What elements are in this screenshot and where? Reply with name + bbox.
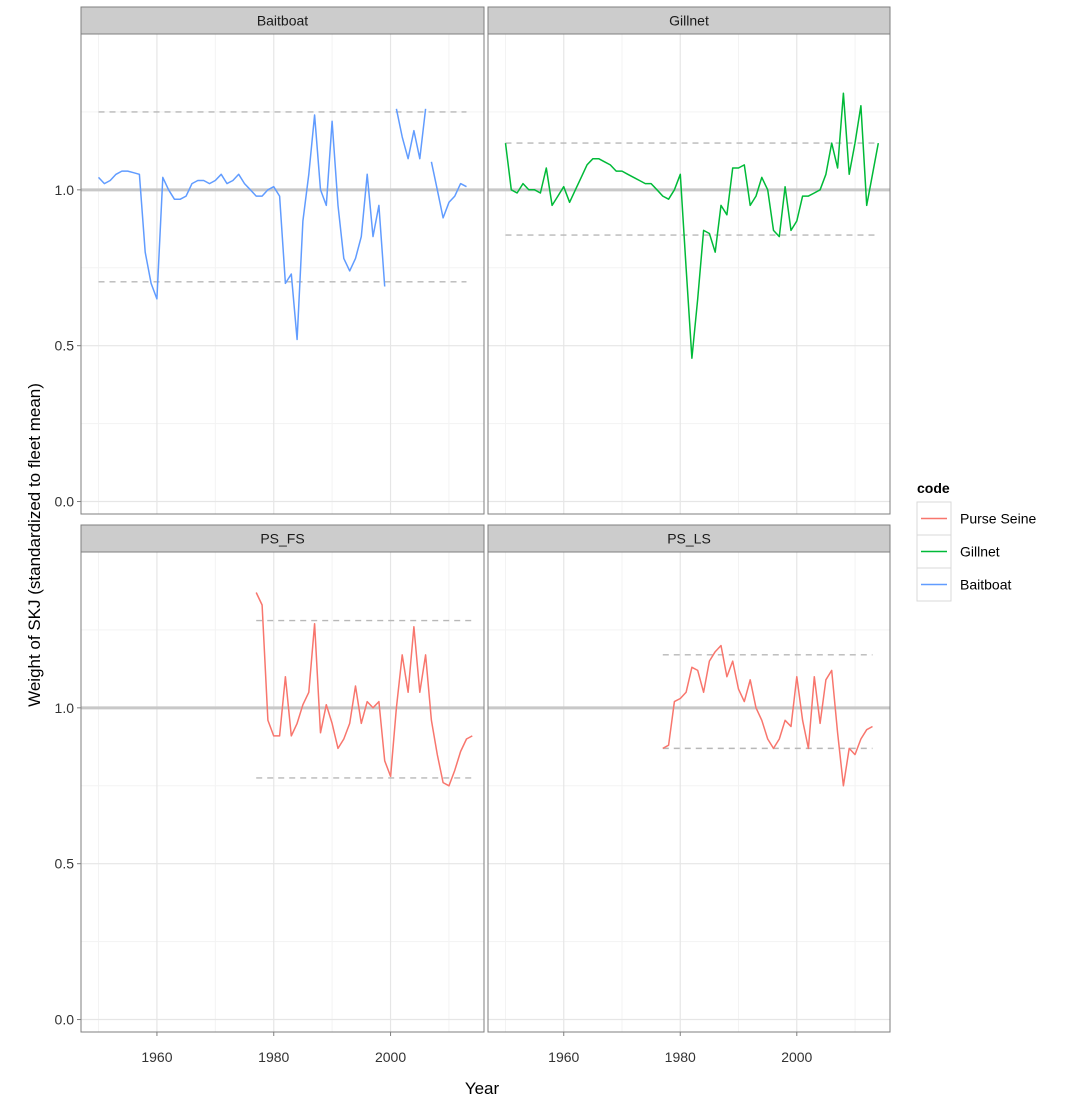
series-line-gillnet [504, 92, 880, 359]
plot-background [81, 34, 484, 514]
y-tick-label: 1.0 [55, 700, 75, 716]
series-line-baitboat [97, 114, 386, 341]
x-axis-title: Year [465, 1079, 500, 1098]
x-tick-label: 2000 [781, 1049, 812, 1065]
panel-title: Gillnet [669, 13, 709, 29]
minor-gridlines [81, 34, 484, 514]
series-line-ps-fs [255, 592, 473, 787]
legend-label: Baitboat [960, 577, 1011, 593]
panel-border [80, 33, 485, 515]
y-tick-label: 0.5 [55, 338, 75, 354]
panel-title: PS_FS [260, 531, 304, 547]
x-tick-label: 1980 [665, 1049, 696, 1065]
legend-label: Gillnet [960, 544, 1000, 560]
x-tick-label: 1980 [258, 1049, 289, 1065]
panel-border [80, 551, 485, 1033]
major-gridlines [81, 34, 484, 514]
plot-background [81, 552, 484, 1032]
panel-ps-fs: PS_FS [80, 524, 485, 1033]
x-tick-label: 1960 [548, 1049, 579, 1065]
y-tick-label: 1.0 [55, 182, 75, 198]
plot-background [488, 34, 890, 514]
panel-title: Baitboat [257, 13, 308, 29]
panel-baitboat: Baitboat [80, 6, 485, 515]
x-tick-label: 1960 [141, 1049, 172, 1065]
minor-gridlines [81, 552, 484, 1032]
x-tick-label: 2000 [375, 1049, 406, 1065]
panel-strip [80, 6, 485, 35]
legend-title: code [917, 480, 950, 496]
panel-gillnet: Gillnet [487, 6, 891, 515]
y-tick-label: 0.0 [55, 1012, 75, 1028]
panel-border [487, 33, 891, 515]
panel-title: PS_LS [667, 531, 711, 547]
minor-gridlines [488, 552, 890, 1032]
panel-strip [80, 524, 485, 553]
series-line-ps-ls [662, 644, 873, 787]
minor-gridlines [488, 34, 890, 514]
legend: code Purse Seine Gillnet Baitboat [916, 480, 1036, 602]
legend-label: Purse Seine [960, 511, 1036, 527]
major-gridlines [488, 552, 890, 1032]
y-tick-label: 0.0 [55, 494, 75, 510]
plot-background [488, 552, 890, 1032]
panel-strip [487, 6, 891, 35]
legend-entry-baitboat: Baitboat [917, 567, 1011, 593]
panels-layer: Baitboat Gillnet PS_FS PS_LS [80, 6, 891, 1033]
series-line-baitboat [395, 108, 427, 160]
legend-entry-gillnet: Gillnet [917, 534, 1000, 560]
y-axis-title: Weight of SKJ (standardized to fleet mea… [25, 383, 44, 707]
y-tick-label: 0.5 [55, 856, 75, 872]
legend-entry-purse-seine: Purse Seine [921, 511, 1036, 527]
major-gridlines [81, 552, 484, 1032]
panel-ps-ls: PS_LS [487, 524, 891, 1033]
series-line-baitboat [430, 161, 467, 219]
major-gridlines [488, 34, 890, 514]
panel-border [487, 551, 891, 1033]
axes-layer: 0.0 0.5 1.0 0.0 0.5 1.0 1960 1980 2000 1960 1980 20… [55, 182, 813, 1065]
panel-strip [487, 524, 891, 553]
